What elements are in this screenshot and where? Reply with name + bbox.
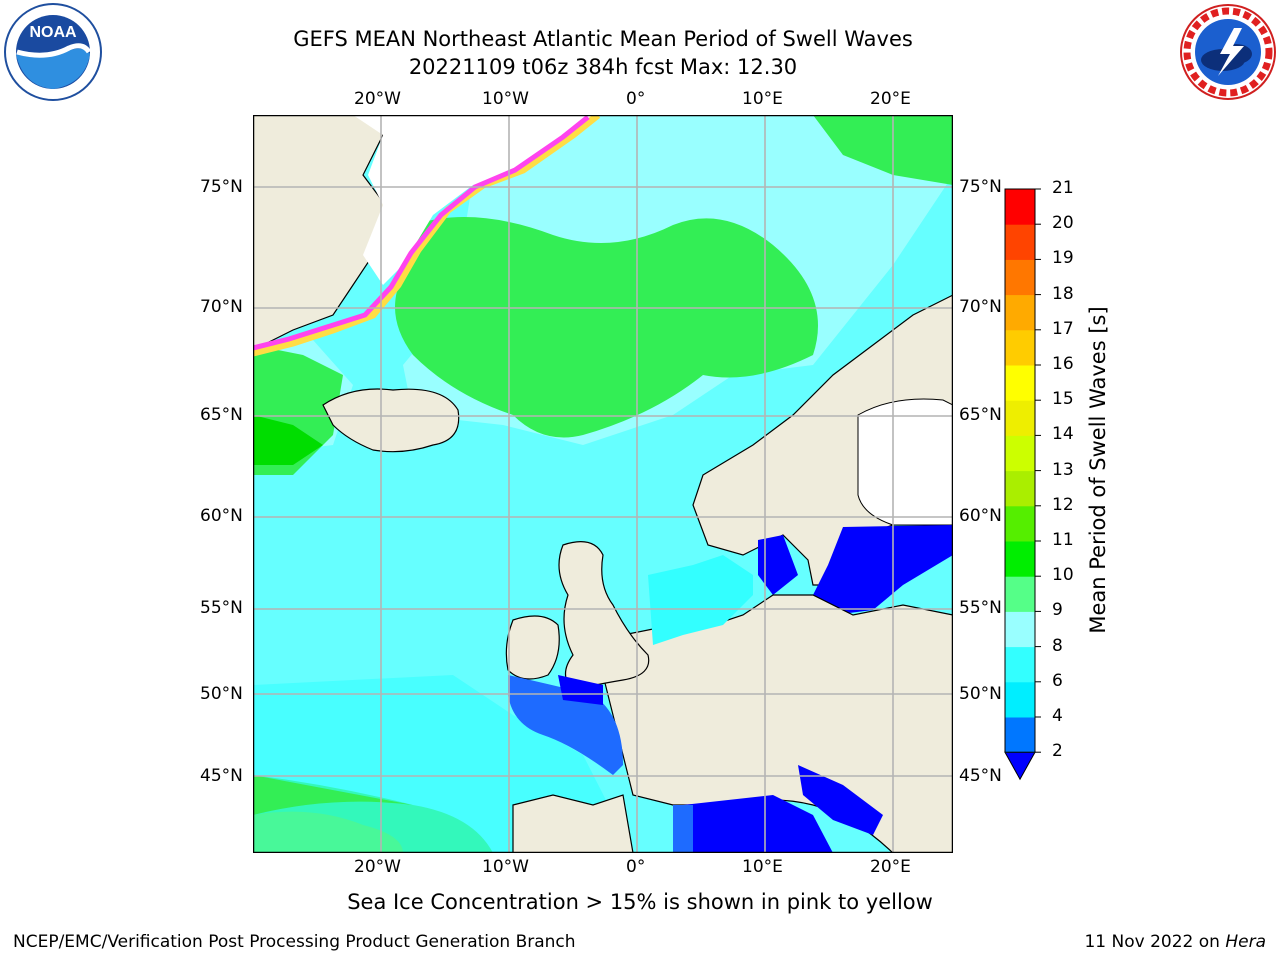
colorbar-tick-label: 6 — [1052, 670, 1063, 691]
lon-label-bottom-10w: 10°W — [482, 857, 529, 877]
land-iceland — [322, 388, 460, 453]
swell-11s-zone-west — [253, 415, 323, 465]
colorbar-swatch — [1005, 470, 1035, 507]
lat-label-left-75n: 75°N — [200, 177, 243, 197]
lat-label-right-55n: 55°N — [959, 598, 1002, 618]
swell-2s-adriatic — [798, 765, 883, 835]
lon-label-top-10e: 10°E — [742, 89, 783, 109]
sea-ice-edge-yellow — [253, 115, 601, 357]
colorbar-tick-label: 17 — [1052, 318, 1074, 339]
sea-ice-note: Sea Ice Concentration > 15% is shown in … — [347, 890, 933, 914]
swell-4s-med-west — [673, 805, 693, 853]
swell-period-map — [253, 115, 953, 853]
swell-4s-north-sea — [648, 555, 753, 645]
colorbar-swatch — [1005, 681, 1035, 718]
swell-2s-kattegat — [758, 535, 798, 595]
colorbar-tick-label: 9 — [1052, 600, 1063, 621]
colorbar-swatch — [1005, 717, 1035, 753]
colorbar-tick-label: 2 — [1052, 741, 1063, 762]
swell-2s-baltic — [813, 525, 953, 615]
lat-label-left-60n: 60°N — [200, 506, 243, 526]
chart-subtitle: 20221109 t06z 384h fcst Max: 12.30 — [408, 55, 798, 79]
colorbar-tick-label: 10 — [1052, 565, 1074, 586]
colorbar — [1004, 188, 1041, 781]
nws-logo — [1180, 4, 1276, 100]
lon-label-top-20e: 20°E — [870, 89, 911, 109]
lat-label-left-45n: 45°N — [200, 766, 243, 786]
colorbar-swatch — [1005, 576, 1035, 612]
colorbar-tick-label: 8 — [1052, 635, 1063, 656]
colorbar-tick-label: 4 — [1052, 706, 1063, 726]
colorbar-swatch — [1005, 435, 1035, 472]
lat-label-right-70n: 70°N — [959, 297, 1002, 317]
colorbar-tick-label: 19 — [1052, 248, 1074, 269]
colorbar-tick-label: 20 — [1052, 213, 1074, 234]
lat-label-left-65n: 65°N — [200, 405, 243, 425]
lon-label-bottom-20w: 20°W — [354, 857, 401, 877]
lat-label-right-45n: 45°N — [959, 766, 1002, 786]
lon-label-bottom-20e: 20°E — [870, 857, 911, 877]
colorbar-swatch — [1005, 189, 1035, 225]
land-ireland — [505, 615, 560, 680]
colorbar-swatch — [1005, 505, 1035, 542]
lat-label-right-60n: 60°N — [959, 506, 1002, 526]
colorbar-tick-label: 12 — [1052, 494, 1074, 515]
colorbar-swatch — [1005, 329, 1035, 366]
lat-label-right-75n: 75°N — [959, 177, 1002, 197]
colorbar-title: Mean Period of Swell Waves [s] — [1086, 306, 1110, 634]
lon-label-bottom-0: 0° — [626, 857, 646, 877]
colorbar-swatch — [1005, 259, 1035, 296]
lon-label-top-20w: 20°W — [354, 89, 401, 109]
graticule — [253, 115, 953, 853]
swell-2s-channel — [558, 675, 603, 705]
lat-label-left-70n: 70°N — [200, 297, 243, 317]
colorbar-extend-arrow — [1004, 751, 1036, 781]
colorbar-swatch — [1005, 294, 1035, 331]
colorbar-tick-label: 14 — [1052, 424, 1074, 445]
colorbar-swatch — [1005, 611, 1035, 648]
lat-label-left-50n: 50°N — [200, 684, 243, 704]
lat-label-right-65n: 65°N — [959, 405, 1002, 425]
colorbar-tick-label: 21 — [1052, 178, 1074, 198]
lon-label-top-10w: 10°W — [482, 89, 529, 109]
swell-10s-zone-north — [395, 217, 818, 438]
lon-label-bottom-10e: 10°E — [742, 857, 783, 877]
chart-title: GEFS MEAN Northeast Atlantic Mean Period… — [293, 27, 913, 51]
colorbar-swatch — [1005, 646, 1035, 683]
colorbar-swatch — [1005, 541, 1035, 577]
land-iberia — [512, 794, 634, 853]
footer-date-text: 11 Nov 2022 on — [1084, 932, 1220, 952]
footer-host: Hera — [1225, 932, 1266, 952]
swell-10s-zone-ne — [813, 115, 953, 185]
map-border — [253, 115, 953, 853]
lat-label-left-55n: 55°N — [200, 598, 243, 618]
swell-2s-med — [683, 795, 833, 853]
colorbar-tick-label: 13 — [1052, 459, 1074, 480]
colorbar-tick-label: 16 — [1052, 354, 1074, 374]
colorbar-tick-label: 15 — [1052, 389, 1074, 410]
noaa-logo-text: NOAA — [29, 24, 77, 41]
land-great-britain — [558, 541, 650, 691]
colorbar-tick-label: 11 — [1052, 530, 1074, 550]
footer-credit: NCEP/EMC/Verification Post Processing Pr… — [13, 932, 576, 952]
lat-label-right-50n: 50°N — [959, 684, 1002, 704]
sea-ice-edge-pink — [253, 115, 590, 351]
lon-label-top-0: 0° — [626, 89, 646, 109]
colorbar-swatch — [1005, 224, 1035, 260]
footer-date: 11 Nov 2022 on Hera — [1084, 932, 1266, 952]
noaa-logo: NOAA — [4, 3, 102, 101]
baltic-white — [857, 398, 953, 526]
colorbar-tick-label: 18 — [1052, 283, 1074, 304]
colorbar-swatch — [1005, 365, 1035, 401]
colorbar-swatch — [1005, 400, 1035, 436]
